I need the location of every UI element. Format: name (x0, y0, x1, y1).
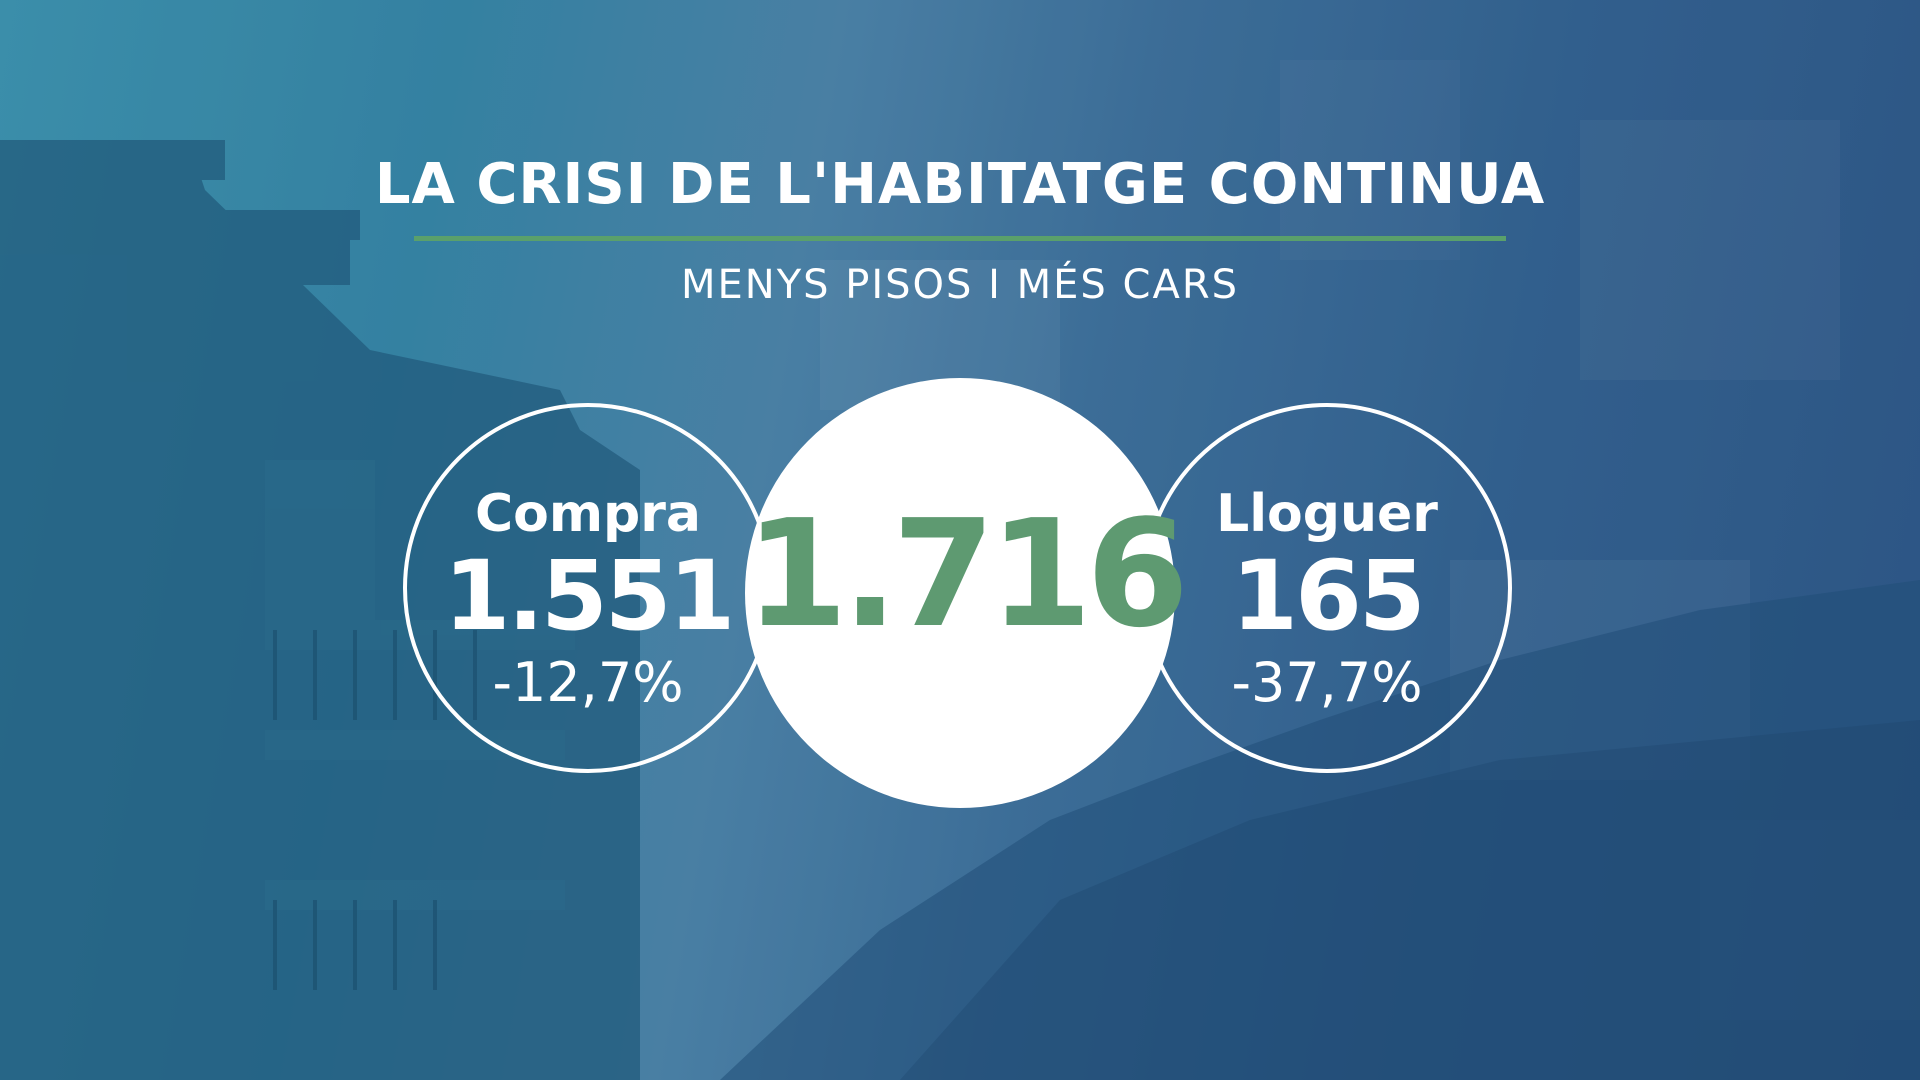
rental-label: Lloguer (1216, 484, 1438, 544)
total-value: 1.716 (745, 488, 1189, 660)
page-subtitle: MENYS PISOS I MÉS CARS (680, 262, 1240, 308)
rental-change: -37,7% (1231, 651, 1423, 714)
purchase-change: -12,7% (492, 651, 684, 714)
purchase-value: 1.551 (443, 540, 736, 652)
rental-value: 165 (1231, 540, 1425, 652)
purchase-label: Compra (474, 484, 702, 544)
total-circle (745, 378, 1175, 808)
page-title: LA CRISI DE L'HABITATGE CONTINUA (374, 152, 1546, 217)
title-divider (414, 236, 1506, 241)
